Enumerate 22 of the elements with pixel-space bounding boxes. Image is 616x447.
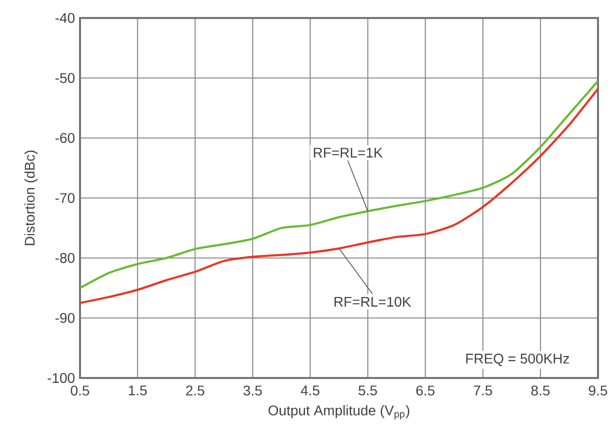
x-tick-label: 8.5 — [531, 386, 550, 396]
annotation: FREQ = 500KHz — [466, 354, 570, 366]
x-tick-label: 0.5 — [70, 386, 90, 396]
y-tick-label: -60 — [55, 133, 75, 143]
x-tick-label: 9.5 — [588, 386, 608, 396]
x-axis-title: Output Amplitude (V$_{pp}$) — [268, 405, 410, 420]
y-tick-label: -40 — [55, 13, 75, 23]
annotation: RF=RL=10K — [334, 296, 412, 307]
y-axis-title: Distortion (dBc) — [24, 150, 38, 246]
x-tick-label: 3.5 — [243, 386, 262, 396]
x-tick-label: 7.5 — [474, 386, 492, 396]
x-tick-label: 2.5 — [186, 386, 204, 396]
y-tick-label: -70 — [55, 193, 75, 203]
annotation: RF=RL=1K — [314, 148, 383, 158]
y-tick-label: -50 — [55, 73, 75, 83]
x-tick-label: 5.5 — [358, 386, 377, 396]
y-tick-label: -100 — [48, 373, 75, 383]
x-tick-label: 4.5 — [300, 386, 320, 396]
x-tick-label: 1.5 — [128, 386, 147, 396]
y-tick-label: -90 — [55, 313, 75, 323]
x-tick-label: 6.5 — [416, 386, 434, 396]
y-tick-label: -80 — [55, 253, 75, 263]
